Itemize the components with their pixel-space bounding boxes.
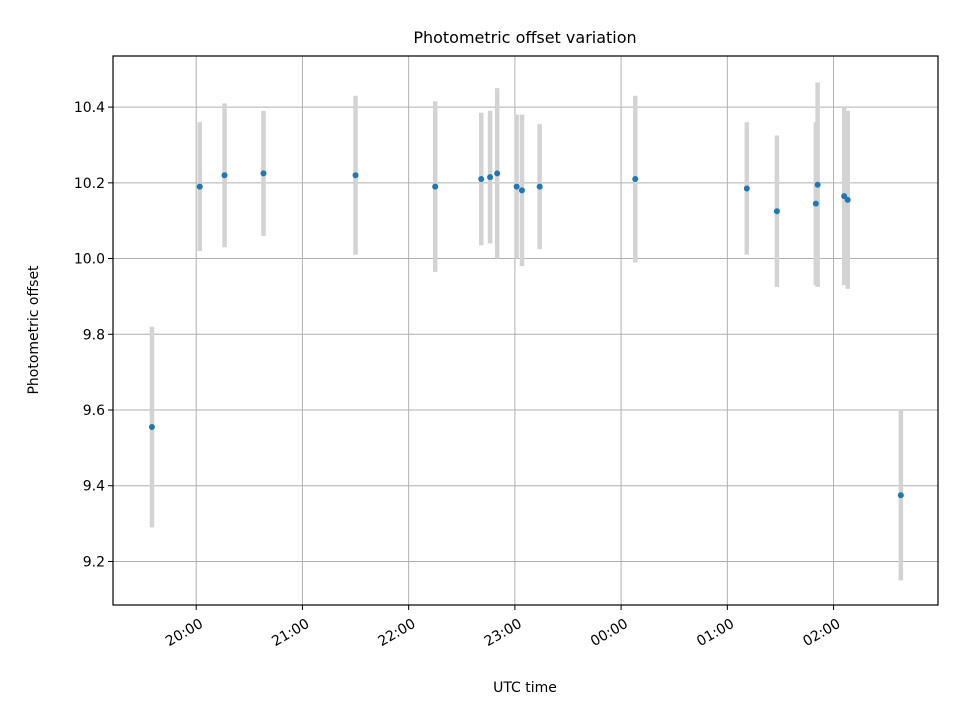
data-points bbox=[148, 170, 904, 499]
data-point bbox=[518, 187, 525, 194]
y-tick-label: 10.2 bbox=[74, 176, 105, 192]
data-point bbox=[148, 424, 155, 431]
data-point bbox=[844, 196, 851, 203]
data-point bbox=[494, 170, 501, 177]
data-point bbox=[432, 183, 439, 190]
data-point bbox=[632, 176, 639, 183]
plot-frame bbox=[112, 55, 939, 606]
grid bbox=[113, 56, 938, 605]
data-point bbox=[812, 200, 819, 207]
data-point bbox=[743, 185, 750, 192]
y-tick-label: 9.6 bbox=[83, 403, 105, 419]
data-point bbox=[487, 174, 494, 181]
data-point bbox=[352, 172, 359, 179]
data-point bbox=[841, 193, 848, 200]
y-tick-label: 9.4 bbox=[83, 479, 105, 495]
data-point bbox=[814, 181, 821, 188]
data-point bbox=[773, 208, 780, 215]
y-tick-label: 10.4 bbox=[74, 100, 105, 116]
data-point bbox=[221, 172, 228, 179]
data-point bbox=[196, 183, 203, 190]
y-tick-label: 10.0 bbox=[74, 252, 105, 268]
data-point bbox=[536, 183, 543, 190]
chart-title: Photometric offset variation bbox=[413, 28, 636, 47]
data-point bbox=[513, 183, 520, 190]
y-tick-label: 9.2 bbox=[83, 554, 105, 570]
data-point bbox=[478, 176, 485, 183]
data-point bbox=[897, 492, 904, 499]
data-point bbox=[260, 170, 267, 177]
y-axis-ticks: 9.2 9.4 9.6 9.8 10.0 10.2 10.4 bbox=[74, 100, 113, 570]
y-tick-label: 9.8 bbox=[83, 327, 105, 343]
x-axis-label: UTC time bbox=[493, 680, 557, 696]
y-axis-label: Photometric offset bbox=[26, 265, 42, 395]
